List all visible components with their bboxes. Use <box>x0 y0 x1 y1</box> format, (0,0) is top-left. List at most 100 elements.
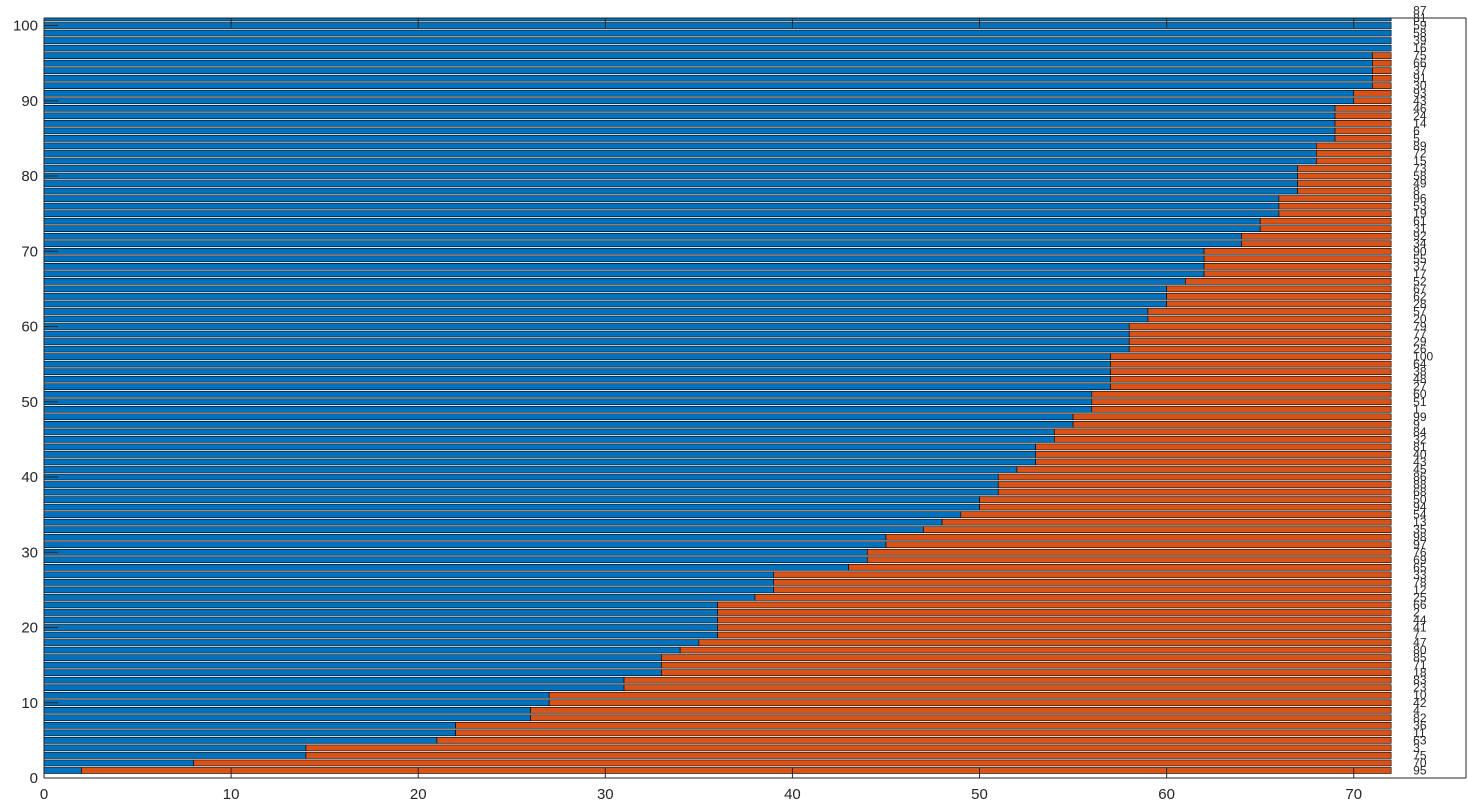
bar-label: 54 <box>1413 508 1427 522</box>
bar-segment-series2 <box>1166 293 1392 300</box>
bar-segment-series1 <box>43 518 943 526</box>
bar-label: 72 <box>1413 146 1427 160</box>
bar-segment-series2 <box>1297 165 1392 172</box>
bar-segment-series1 <box>43 594 756 601</box>
bar-label: 98 <box>1413 530 1427 544</box>
bar-segment-series1 <box>43 263 1205 270</box>
bar-segment-series2 <box>530 714 1392 722</box>
bar-label: 24 <box>1413 109 1427 123</box>
bar-segment-series1 <box>43 112 1336 120</box>
bar-label: 91 <box>1413 71 1427 85</box>
bar-label: 38 <box>1413 365 1427 379</box>
x-tick-label: 20 <box>410 786 427 803</box>
bar-segment-series2 <box>1091 405 1392 413</box>
bar-segment-series2 <box>1334 135 1392 142</box>
bar-segment-series2 <box>1259 217 1392 225</box>
bar-segment-series2 <box>773 571 1392 579</box>
bar-label: 75 <box>1413 748 1427 762</box>
bar-label: 81 <box>1413 440 1427 454</box>
bar-segment-series1 <box>43 767 82 774</box>
bar-segment-series2 <box>717 624 1392 631</box>
bar-segment-series2 <box>717 601 1392 609</box>
bar-label: 15 <box>1413 154 1427 168</box>
bar-segment-series2 <box>1035 451 1392 458</box>
bar-segment-series1 <box>43 172 1298 180</box>
bar-segment-series2 <box>773 586 1392 594</box>
bar-segment-series1 <box>43 744 307 752</box>
bar-segment-series2 <box>1297 172 1392 180</box>
bar-segment-series2 <box>455 729 1392 737</box>
bar-label: 45 <box>1413 462 1427 476</box>
bar-label: 43 <box>1413 94 1427 108</box>
bar-label: 51 <box>1413 395 1427 409</box>
bar-segment-series2 <box>1316 150 1392 157</box>
bar-label: 66 <box>1413 598 1427 612</box>
bar-segment-series1 <box>43 451 1036 458</box>
bar-segment-series1 <box>43 398 1093 406</box>
bar-segment-series2 <box>623 684 1392 692</box>
y-tick-label: 60 <box>21 319 38 336</box>
bar-label: 44 <box>1413 613 1427 627</box>
bar-label: 48 <box>1413 372 1427 386</box>
bar-segment-series2 <box>530 706 1392 714</box>
bar-label: 36 <box>1413 718 1427 732</box>
bar-segment-series1 <box>43 586 775 594</box>
bar-label: 99 <box>1413 410 1427 424</box>
bar-segment-series2 <box>698 639 1392 646</box>
bar-label: 25 <box>1413 590 1427 604</box>
bar-segment-series2 <box>885 541 1392 549</box>
bar-label: 43 <box>1413 455 1427 469</box>
bar-segment-series2 <box>1316 142 1392 150</box>
bar-segment-series2 <box>1110 375 1392 383</box>
bar-segment-series2 <box>1372 59 1392 67</box>
bar-segment-series2 <box>661 661 1392 669</box>
bar-segment-series1 <box>43 97 1355 105</box>
bar-segment-series1 <box>43 135 1336 142</box>
bar-labels-layer: 9570753631136824421023831871858047741442… <box>1413 3 1433 777</box>
x-tick-label: 10 <box>223 786 240 803</box>
bar-label: 4 <box>1413 703 1420 717</box>
bar-segment-series2 <box>1147 308 1392 315</box>
bar-segment-series1 <box>43 737 438 744</box>
bar-segment-series1 <box>43 639 700 646</box>
bar-segment-series1 <box>43 353 1111 360</box>
bar-label: 13 <box>1413 515 1427 529</box>
bar-segment-series1 <box>43 22 1392 29</box>
bar-segment-series2 <box>623 676 1392 684</box>
bar-label: 10 <box>1413 688 1427 702</box>
bar-segment-series1 <box>43 729 456 737</box>
bar-label: 79 <box>1413 320 1427 334</box>
bar-segment-series2 <box>1147 315 1392 323</box>
bar-label: 28 <box>1413 297 1427 311</box>
bar-label: 47 <box>1413 636 1427 650</box>
x-tick-label: 30 <box>597 786 614 803</box>
x-tick-label: 50 <box>971 786 988 803</box>
bar-segment-series2 <box>1072 413 1392 421</box>
bar-segment-series1 <box>43 428 1055 436</box>
bar-segment-series1 <box>43 752 307 759</box>
bar-label: 86 <box>1413 470 1427 484</box>
bar-segment-series2 <box>1334 127 1392 135</box>
bar-segment-series1 <box>43 180 1298 187</box>
bar-segment-series1 <box>43 443 1036 451</box>
bar-label: 95 <box>1413 763 1427 777</box>
bar-label: 1 <box>1413 402 1420 416</box>
bar-label: 19 <box>1413 207 1427 221</box>
bar-segment-series1 <box>43 556 868 564</box>
bar-label: 31 <box>1413 222 1427 236</box>
bar-segment-series1 <box>43 601 718 609</box>
bar-segment-series2 <box>997 481 1392 488</box>
bar-segment-series2 <box>1072 421 1392 428</box>
bar-label: 57 <box>1413 304 1427 318</box>
bar-label: 76 <box>1413 545 1427 559</box>
bar-label: 33 <box>1413 568 1427 582</box>
bar-segment-series1 <box>43 676 625 684</box>
bar-segment-series2 <box>1054 436 1392 443</box>
bar-label: 3 <box>1413 741 1420 755</box>
bar-segment-series2 <box>866 548 1392 556</box>
bar-segment-series2 <box>548 691 1392 699</box>
bar-label: 53 <box>1413 199 1427 213</box>
bar-segment-series2 <box>717 631 1392 639</box>
bar-segment-series2 <box>1035 443 1392 451</box>
bar-segment-series1 <box>43 67 1373 74</box>
